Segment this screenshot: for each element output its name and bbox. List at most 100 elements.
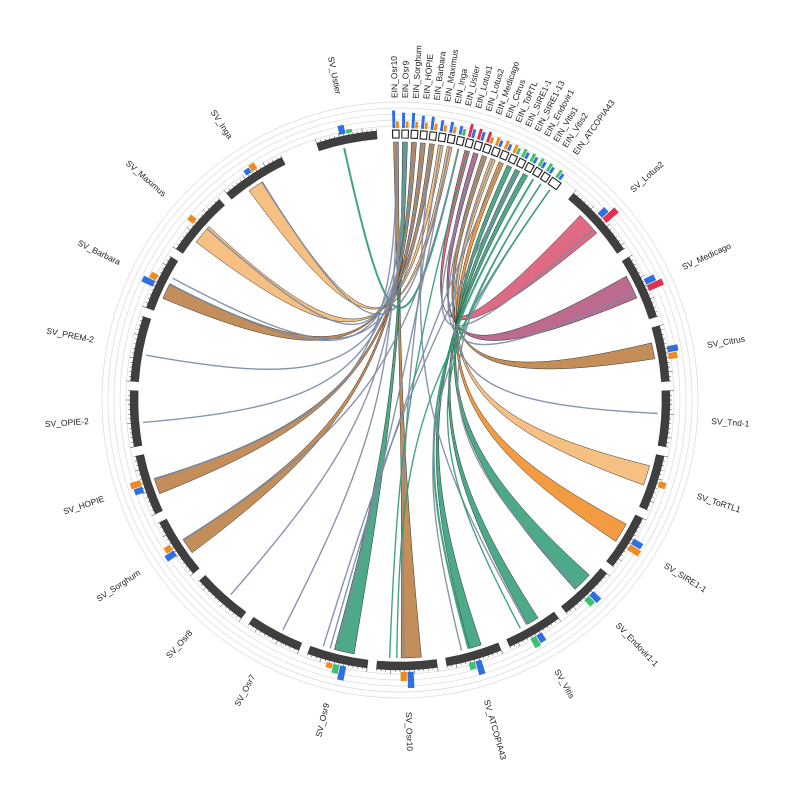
hist-bar-sv-citrus (666, 344, 679, 353)
arc-tick (655, 487, 658, 489)
arc-tick (197, 217, 200, 220)
label-ein-osr10: EIN_Osr10 (389, 56, 400, 98)
arc-tick (179, 239, 182, 242)
arc-tick (656, 315, 659, 317)
arc-ein-barbara (428, 131, 438, 142)
arc-tick (534, 633, 537, 636)
link-ein-citrus-to-sv-tnd-1 (452, 159, 658, 415)
arc-tick (324, 659, 326, 662)
link-ein-barbara-to-sv-vitis (419, 143, 528, 626)
arc-tick (220, 603, 224, 607)
arc-tick (338, 132, 340, 137)
arc-tick (189, 573, 194, 577)
background-rings (101, 101, 699, 699)
arc-tick (530, 636, 533, 639)
hist-bar-sv-vitis (536, 632, 547, 644)
link-ein-inga-to-sv-osr9 (336, 146, 451, 651)
hist-bar-ein-vitis2 (548, 166, 555, 174)
arc-tick (151, 289, 154, 291)
arc-tick (238, 618, 242, 622)
label-sv-sorghum: SV_Sorghum (94, 567, 142, 603)
arc-tick (603, 576, 606, 579)
arc-ein-sire1-13 (515, 157, 527, 169)
hist-bar-ein-inga (452, 126, 457, 134)
link-ein-sorghum-to-sv-sorghum (182, 141, 417, 554)
arc-tick (214, 597, 217, 600)
arc-tick (638, 272, 641, 274)
arc-tick (606, 223, 611, 227)
arc-tick (174, 550, 177, 553)
arc-tick (576, 194, 579, 197)
hist-bar-sv-hopie (133, 486, 145, 496)
link-ein-hopie-to-sv-prem-2 (145, 142, 424, 370)
hist-bar-ein-tortl (507, 143, 513, 152)
arc-tick (157, 276, 160, 278)
label-ein-hopie: EIN_HOPIE (421, 53, 435, 99)
hist-bar-sv-medicago (646, 278, 665, 291)
arc-tick (259, 631, 262, 634)
arc-tick (664, 455, 669, 458)
arc-tick (648, 505, 651, 507)
arc-ein-lotus1 (464, 137, 475, 149)
arc-tick (590, 206, 594, 210)
hist-bar-sv-sorghum (164, 550, 177, 562)
link-ein-vitis2-to-sv-vitis (446, 183, 542, 629)
arc-tick (197, 580, 200, 583)
arc-tick (656, 483, 659, 485)
label-sv-prem-2: SV_PREM-2 (46, 326, 95, 345)
arc-tick (169, 255, 172, 258)
label-sv-osr8: SV_Osr8 (164, 628, 195, 661)
arc-tick (483, 656, 485, 659)
arc-tick (558, 618, 562, 622)
arc-tick (161, 267, 164, 270)
hist-bar-ein-atcopia43 (558, 173, 565, 181)
arc-tick (179, 558, 182, 561)
arc-tick (157, 522, 160, 524)
label-sv-atcopia43: SV_ATCOPIA43 (482, 698, 509, 761)
arc-tick (651, 302, 655, 304)
hist-bar-ein-citrus (494, 136, 501, 147)
hist-bar-sv-hopie (129, 480, 142, 490)
arc-tick (329, 137, 331, 140)
arc-sv-atcopia43 (445, 642, 502, 667)
arc-tick (597, 214, 600, 217)
arc-sv-endovir1-1 (561, 568, 608, 614)
arc-sv-medicago (621, 256, 658, 320)
arc-tick (272, 638, 274, 641)
arc-tick (255, 169, 258, 172)
arc-tick (626, 546, 629, 549)
arc-ein-vitis2 (539, 171, 551, 184)
hist-bar-ein-lotus1 (471, 128, 477, 139)
arc-tick (324, 138, 326, 141)
arc-tick (667, 437, 672, 439)
arc-tick (202, 209, 206, 213)
arc-tick (254, 628, 258, 633)
arc-tick (636, 267, 639, 270)
arc-ein-sire1-1 (507, 153, 519, 165)
hist-bar-sv-inga (243, 167, 252, 176)
arc-sv-osr10 (376, 659, 438, 671)
arc-sv-inga (226, 157, 286, 200)
hist-bar-sv-sorghum (163, 544, 173, 554)
arc-tick (275, 640, 278, 645)
label-sv-osr9: SV_Osr9 (314, 702, 332, 738)
arc-tick (141, 483, 144, 485)
arc-tick (496, 651, 498, 655)
hist-bar-ein-vitis1 (537, 157, 545, 167)
hist-bar-ein-sire1-1 (512, 144, 519, 154)
arc-ein-ustier (455, 135, 466, 147)
arc-sv-osr8 (199, 575, 247, 619)
arc-sv-hopie (135, 454, 163, 515)
label-ein-osr9: EIN_Osr9 (400, 60, 411, 98)
arc-tick (653, 306, 656, 308)
arc-sv-osr7 (248, 616, 303, 651)
hist-bar-ein-endovir1 (532, 156, 539, 164)
arc-tick (242, 175, 246, 179)
arc-tick (232, 612, 234, 615)
hist-bar-sv-lotus2 (597, 207, 609, 218)
hist-bar-ein-sire1-13 (524, 152, 530, 160)
arc-tick (603, 221, 606, 224)
arc-sv-barbara (146, 256, 179, 311)
hist-bar-ein-lotus2 (476, 128, 483, 140)
arc-tick (267, 636, 270, 639)
